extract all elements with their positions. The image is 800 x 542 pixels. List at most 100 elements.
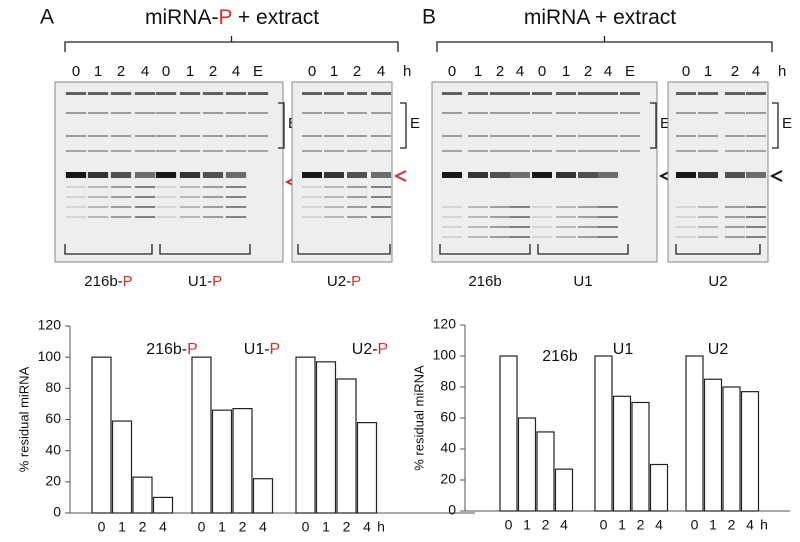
group-label-part: U2- [352,341,378,358]
gel-band [302,135,322,137]
gel-band [324,216,344,218]
gel-band [698,92,718,95]
y-tick-label: 60 [45,410,61,426]
gel-band [155,196,177,198]
lane-label: E [253,63,263,80]
arrowhead [393,170,407,182]
gel-band [468,216,488,218]
x-tick-label: 1 [322,519,330,535]
bracket [650,102,657,149]
gel-band [442,216,462,218]
gel-band [155,135,177,137]
gel-band [302,112,322,114]
bar [649,463,669,512]
bracket [439,244,531,255]
gel-band [134,196,156,198]
y-tick-label: 100 [38,348,62,364]
gel-band [110,150,132,152]
gel-band [347,216,367,218]
gel-band [324,150,344,152]
group-label-part: P [378,341,389,358]
gel-band [598,112,618,114]
gel-band [598,226,618,228]
bar [612,395,632,512]
gel-band [556,92,576,95]
gel-band [510,206,530,208]
gel-band [620,112,640,114]
y-tick-label: 0 [53,504,61,520]
gel-band [556,172,576,178]
gel-band [468,150,488,152]
gel-band [87,92,109,95]
lane-label: 4 [141,63,149,80]
x-tick-label: 2 [542,517,550,533]
lane-group-label-part: U1- [188,273,212,290]
bar [252,478,274,514]
gel-band [134,186,156,188]
gel-band [442,112,462,114]
lane-group-label-part: U2- [327,273,351,290]
gel-band [87,172,109,178]
bracket [64,244,153,255]
gel-band [134,216,156,218]
gel-band [179,172,201,178]
gel-band [110,196,132,198]
bracket-label: E [782,115,792,132]
gel-band [65,112,87,114]
gel-band [676,216,696,218]
bracket [278,102,285,149]
gel-band [698,206,718,208]
gel-band [698,150,718,152]
lane-label: 4 [232,63,240,80]
arrowhead [769,170,783,182]
bar [152,496,174,514]
gel-band [347,135,367,137]
gel-band [578,216,598,218]
gel-band [510,216,530,218]
panel-title: miRNA-P + extract [145,6,319,29]
gel-band [676,172,696,178]
gel-band [442,135,462,137]
gel-band [725,150,745,152]
gel-band [468,92,488,95]
gel-band [202,135,224,137]
gel-band [698,236,718,238]
gel-band [442,226,462,228]
bar [191,356,212,514]
gel-band [87,186,109,188]
gel-band [578,112,598,114]
gel-band [578,206,598,208]
gel-band [442,92,462,95]
bar [111,420,133,514]
gel-band [442,172,462,178]
gel-band [347,92,367,95]
gel-band [578,172,598,178]
lane-label: 2 [117,63,125,80]
gel-band [490,172,510,178]
lane-label: 0 [538,63,546,80]
gel-band [725,206,745,208]
gel-band [134,172,156,178]
gel-band [620,150,640,152]
gel-band [134,206,156,208]
gel-band [324,112,344,114]
gel-band [746,206,766,208]
x-unit: h [760,517,768,533]
y-axis-title: % residual miRNA [16,366,31,472]
gel-band [532,135,552,137]
panel-title: miRNA + extract [524,6,676,29]
bracket [675,244,761,255]
gel-band [578,150,598,152]
gel-band [202,92,224,95]
lane-label: E [625,63,635,80]
gel-band [578,226,598,228]
group-label-part: 216b- [146,341,187,358]
bar [722,386,741,512]
gel-band [746,135,766,137]
gel-band [202,206,224,208]
gel-band [371,92,391,95]
lane-label: 1 [562,63,570,80]
lane-label: 2 [496,63,504,80]
gel-band [676,226,696,228]
